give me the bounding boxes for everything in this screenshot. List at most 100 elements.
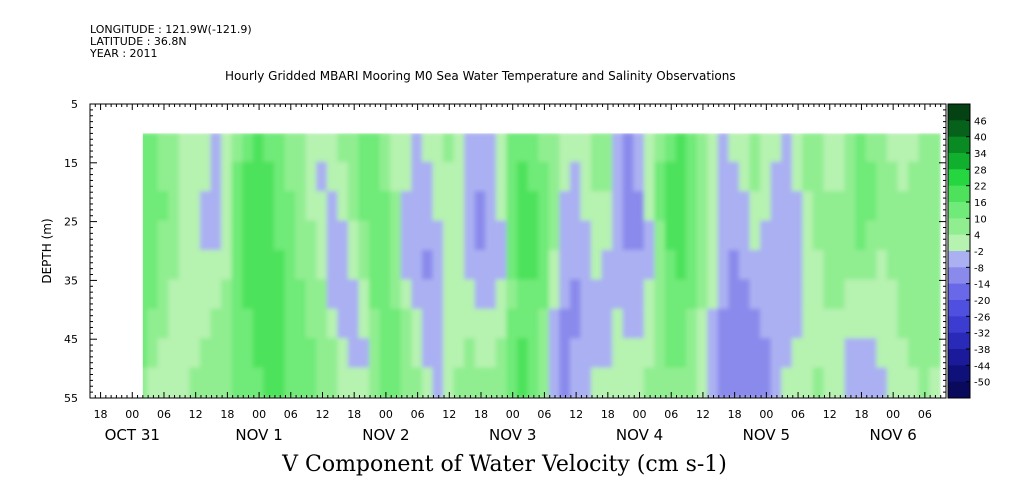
heatmap-cell — [326, 279, 340, 311]
heatmap-cell — [823, 338, 837, 370]
heatmap-cell — [252, 250, 266, 282]
heatmap-cell — [358, 367, 372, 398]
heatmap-cell — [400, 220, 414, 252]
colorbar-label: 28 — [974, 165, 987, 176]
x-tick-label: 00 — [379, 408, 393, 421]
heatmap-cell — [580, 250, 593, 282]
heatmap-cell — [284, 133, 298, 164]
heatmap-cell — [580, 191, 593, 223]
x-axis-label: V Component of Water Velocity (cm s-1) — [282, 452, 727, 477]
heatmap-cell — [728, 367, 741, 398]
heatmap-cell — [284, 220, 298, 252]
heatmap-cell — [284, 161, 298, 194]
colorbar-swatch — [948, 300, 970, 317]
heatmap-cell — [305, 133, 319, 164]
x-tick-label: 18 — [854, 408, 868, 421]
x-tick-label: 18 — [601, 408, 615, 421]
colorbar-swatch — [948, 202, 970, 219]
heatmap-cell — [844, 220, 858, 252]
heatmap-cell — [358, 133, 372, 164]
heatmap-cell — [142, 308, 150, 341]
heatmap-cell — [411, 161, 424, 194]
heatmap-cell — [221, 133, 234, 164]
heatmap-cell — [464, 279, 477, 311]
heatmap-cell — [337, 308, 350, 341]
heatmap-cell — [876, 133, 889, 164]
heatmap-cell — [749, 338, 763, 370]
heatmap-cell — [580, 220, 593, 252]
heatmap-cell — [147, 133, 160, 164]
heatmap-cell — [400, 250, 414, 282]
heatmap-cell — [242, 133, 255, 164]
heatmap-cell — [527, 220, 541, 252]
heatmap-cell — [221, 220, 234, 252]
heatmap-cell — [252, 308, 266, 341]
colorbar-swatch — [948, 104, 970, 121]
heatmap-cell — [527, 367, 541, 398]
heatmap-cell — [844, 161, 858, 194]
heatmap-cell — [897, 250, 911, 282]
heatmap-cell — [506, 220, 519, 252]
heatmap-cell — [728, 250, 741, 282]
heatmap-cell — [791, 220, 805, 252]
heatmap-cell — [326, 133, 340, 164]
heatmap-cell — [453, 308, 467, 341]
heatmap-cell — [664, 308, 678, 341]
x-tick-label: 12 — [189, 408, 203, 421]
heatmap-cell — [760, 367, 773, 398]
heatmap-cell — [728, 308, 741, 341]
heatmap-cell — [157, 338, 171, 370]
heatmap-cell — [358, 191, 372, 223]
heatmap-cell — [390, 338, 403, 370]
heatmap-cell — [834, 191, 847, 223]
heatmap-cell — [612, 191, 625, 223]
heatmap-cell — [538, 220, 551, 252]
heatmap-cell — [147, 279, 160, 311]
heatmap-cell — [865, 220, 879, 252]
heatmap-cell — [464, 367, 477, 398]
heatmap-cell — [876, 279, 889, 311]
heatmap-cell — [728, 220, 741, 252]
heatmap-cell — [273, 220, 287, 252]
heatmap-cell — [358, 161, 372, 194]
heatmap-cell — [897, 338, 911, 370]
heatmap-cell — [929, 220, 941, 252]
heatmap-cell — [147, 308, 160, 341]
heatmap-cell — [876, 367, 889, 398]
heatmap-cell — [369, 308, 382, 341]
heatmap-cell — [929, 367, 941, 398]
heatmap-cell — [199, 133, 213, 164]
y-tick-label: 55 — [64, 392, 78, 405]
heatmap-cell — [749, 279, 763, 311]
x-tick-label: 00 — [125, 408, 139, 421]
heatmap-cell — [369, 279, 382, 311]
heatmap-cell — [189, 133, 202, 164]
heatmap-cell — [189, 220, 202, 252]
heatmap-cell — [474, 338, 488, 370]
colorbar-label: 16 — [974, 198, 987, 209]
heatmap-cell — [168, 308, 181, 341]
y-tick-label: 15 — [64, 157, 78, 170]
heatmap-cell — [686, 161, 699, 194]
heatmap-cell — [464, 250, 477, 282]
heatmap-cell — [664, 250, 678, 282]
heatmap-cell — [485, 250, 498, 282]
heatmap-cell — [358, 250, 372, 282]
heatmap-cell — [696, 367, 710, 398]
heatmap-cell — [918, 161, 932, 194]
heatmap-cell — [601, 191, 615, 223]
heatmap-cell — [464, 338, 477, 370]
heatmap-cell — [559, 133, 572, 164]
heatmap-cell — [506, 279, 519, 311]
x-tick-label: 18 — [728, 408, 742, 421]
x-tick-label: 00 — [886, 408, 900, 421]
heatmap-cell — [918, 338, 932, 370]
heatmap-cell — [527, 191, 541, 223]
heatmap-cell — [199, 191, 213, 223]
heatmap-cell — [337, 161, 350, 194]
heatmap-cell — [580, 161, 593, 194]
heatmap-cell — [242, 279, 255, 311]
heatmap-cell — [918, 367, 932, 398]
heatmap-cell — [760, 161, 773, 194]
heatmap-cell — [506, 250, 519, 282]
